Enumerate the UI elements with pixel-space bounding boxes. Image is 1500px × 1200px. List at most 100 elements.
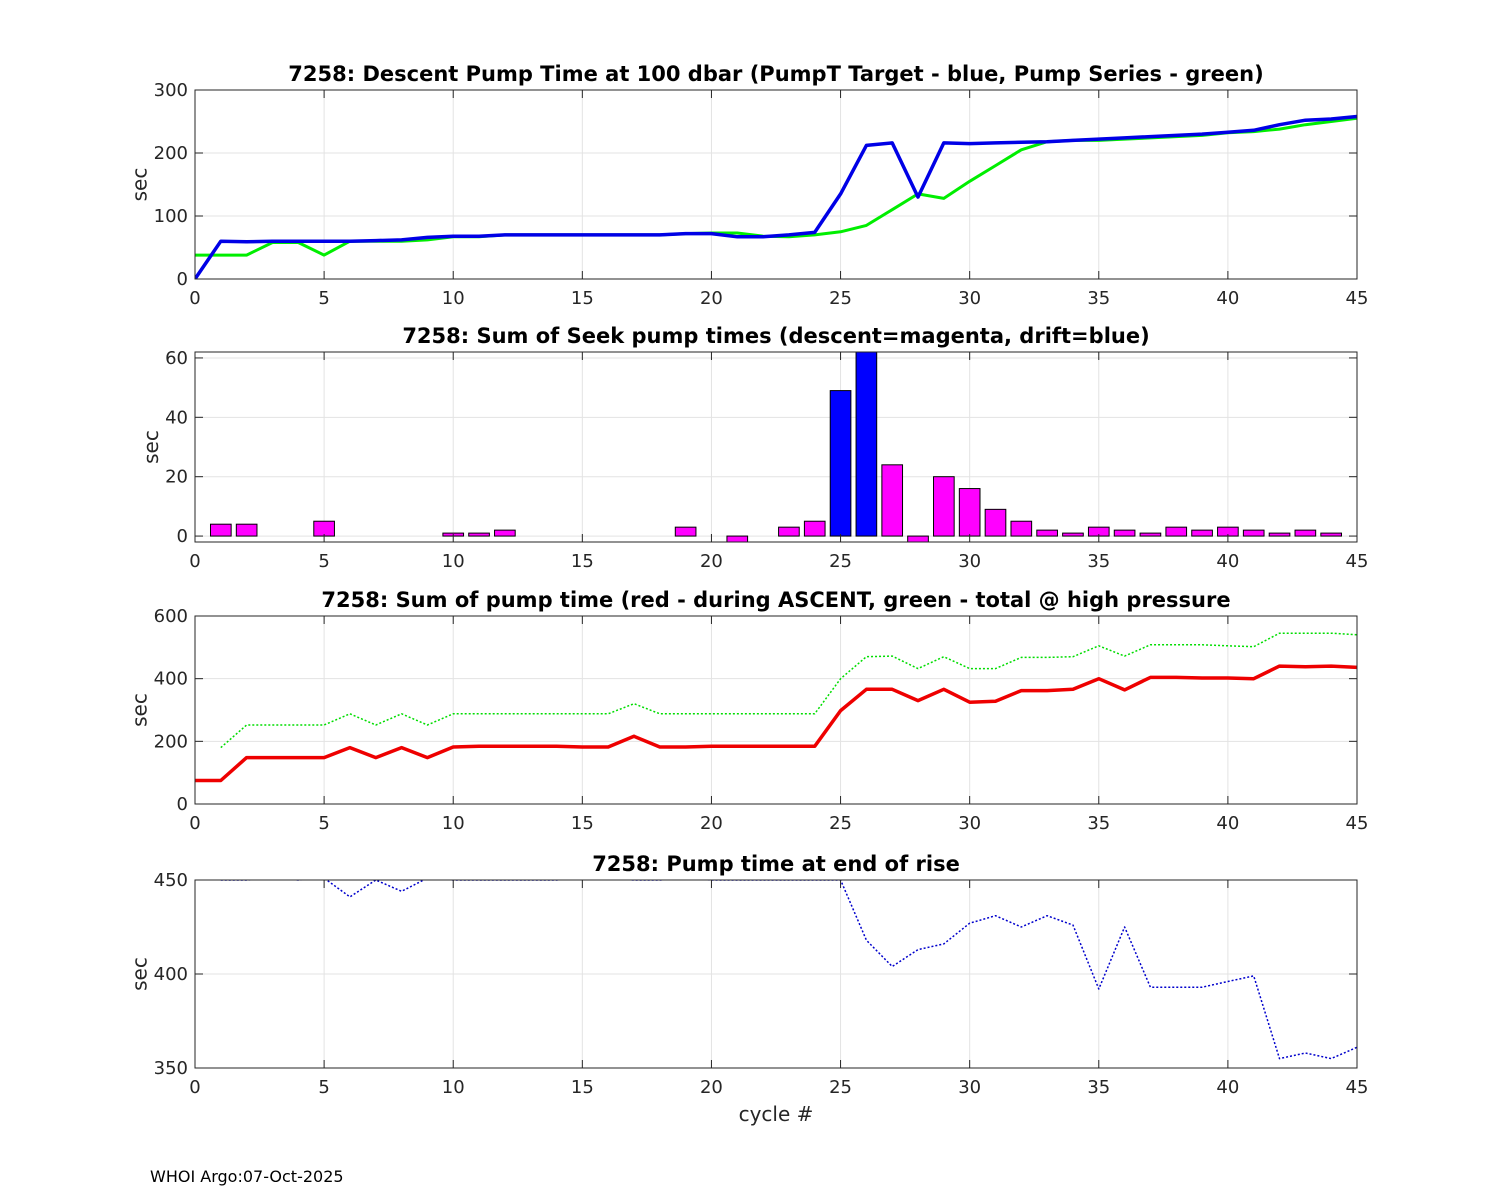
bar-descent-31 (984, 508, 1007, 537)
bar-descent-11 (468, 532, 490, 537)
x-tick-label: 45 (1346, 551, 1369, 572)
plot-area (195, 352, 1357, 542)
bar-descent-39 (1191, 529, 1213, 537)
y-axis-label: sec (128, 168, 152, 202)
y-tick-label: 300 (154, 80, 188, 101)
x-tick-label: 45 (1346, 1077, 1369, 1098)
x-tick-label: 0 (189, 551, 200, 572)
y-tick-label: 600 (154, 606, 188, 627)
bar-drift-26 (855, 352, 878, 537)
chart-title: 7258: Sum of Seek pump times (descent=ma… (402, 324, 1149, 348)
plot-area (195, 90, 1357, 279)
panel-descent-pump-time: 0 5 10 15 20 25 30 35 40 45 0 100 200 300 7258: Descen… (128, 62, 1369, 309)
plot-area (195, 616, 1357, 804)
bar-descent-27 (881, 464, 904, 537)
y-tick-label: 0 (177, 794, 188, 815)
bar-descent-28 (907, 535, 929, 542)
bar-descent-42 (1268, 532, 1291, 537)
y-tick-label: 450 (154, 870, 188, 891)
data-layer (195, 114, 1357, 279)
axes-box (194, 351, 1358, 543)
series-line-during-ascent (195, 664, 1357, 783)
x-tick-label: 45 (1346, 288, 1369, 309)
bar-descent-5 (313, 520, 335, 537)
bar-descent-12 (494, 529, 516, 537)
series-line-end-of-rise (220, 880, 1357, 1060)
x-tick-label: 15 (571, 288, 594, 309)
bar-descent-34 (1062, 532, 1084, 537)
y-tick-label: 400 (154, 964, 188, 985)
panel-ascent-pump-time: 0 5 10 15 20 25 30 35 40 45 0 200 400 600 7258: Sum of… (128, 588, 1369, 834)
x-axis-label: cycle # (739, 1102, 814, 1126)
panel-end-of-rise-pump-time: 0 5 10 15 20 25 30 35 40 45 350 400 450 7258: Pump ti… (128, 852, 1369, 1126)
bar-descent-38 (1165, 526, 1188, 537)
bar-descent-33 (1036, 529, 1058, 537)
bar-drift-25 (829, 390, 852, 537)
x-tick-label: 5 (318, 551, 329, 572)
x-tick-label: 10 (442, 813, 465, 834)
axes-box (194, 89, 1358, 280)
x-tick-label: 30 (958, 288, 981, 309)
x-tick-label: 20 (700, 551, 723, 572)
x-tick-label: 15 (571, 551, 594, 572)
bar-descent-23 (778, 526, 800, 537)
footer-text: WHOI Argo:07-Oct-2025 (150, 1167, 344, 1186)
x-tick-label: 40 (1216, 551, 1239, 572)
series-line-pumpt-target (195, 114, 1357, 279)
x-tick-label: 0 (189, 813, 200, 834)
x-tick-label: 35 (1087, 813, 1110, 834)
bar-descent-41 (1242, 529, 1265, 537)
y-tick-label: 20 (165, 467, 188, 488)
y-tick-label: 0 (177, 526, 188, 547)
bar-descent-19 (674, 526, 697, 537)
bar-descent-30 (958, 488, 981, 537)
series-line-total-high-pressure (220, 632, 1357, 749)
bar-descent-44 (1320, 532, 1343, 537)
bar-descent-32 (1010, 520, 1033, 537)
y-tick-label: 0 (177, 269, 188, 290)
x-tick-label: 15 (571, 813, 594, 834)
x-tick-label: 0 (189, 288, 200, 309)
x-tick-label: 10 (442, 1077, 465, 1098)
data-layer (195, 632, 1357, 783)
chart-title: 7258: Sum of pump time (red - during ASC… (321, 588, 1230, 612)
y-axis-label: sec (139, 430, 163, 464)
x-tick-label: 25 (829, 288, 852, 309)
y-tick-label: 100 (154, 206, 188, 227)
x-tick-label: 40 (1216, 288, 1239, 309)
chart-title: 7258: Pump time at end of rise (592, 852, 960, 876)
x-tick-label: 5 (318, 813, 329, 834)
x-tick-label: 30 (958, 813, 981, 834)
x-tick-label: 40 (1216, 813, 1239, 834)
bar-descent-24 (803, 520, 826, 537)
y-tick-label: 350 (154, 1058, 188, 1079)
bar-descent-36 (1113, 529, 1136, 537)
data-layer (220, 880, 1357, 1060)
bar-descent-37 (1139, 532, 1162, 537)
y-axis-label: sec (128, 957, 152, 991)
axes-box (194, 615, 1358, 805)
y-tick-label: 60 (165, 348, 188, 369)
y-tick-label: 40 (165, 407, 188, 428)
y-tick-label: 400 (154, 669, 188, 690)
x-tick-label: 20 (700, 1077, 723, 1098)
data-layer (209, 352, 1343, 542)
x-tick-label: 0 (189, 1077, 200, 1098)
bar-descent-21 (726, 535, 749, 542)
bar-descent-2 (235, 523, 258, 537)
bar-descent-29 (933, 476, 955, 537)
x-tick-label: 25 (829, 551, 852, 572)
x-tick-label: 35 (1087, 1077, 1110, 1098)
x-tick-label: 20 (700, 288, 723, 309)
bar-descent-43 (1294, 529, 1317, 537)
x-tick-label: 20 (700, 813, 723, 834)
y-axis-label: sec (128, 693, 152, 727)
x-tick-label: 5 (318, 1077, 329, 1098)
x-tick-label: 25 (829, 1077, 852, 1098)
x-tick-label: 45 (1346, 813, 1369, 834)
x-tick-label: 5 (318, 288, 329, 309)
x-tick-label: 15 (571, 1077, 594, 1098)
x-tick-label: 35 (1087, 551, 1110, 572)
x-tick-label: 10 (442, 288, 465, 309)
